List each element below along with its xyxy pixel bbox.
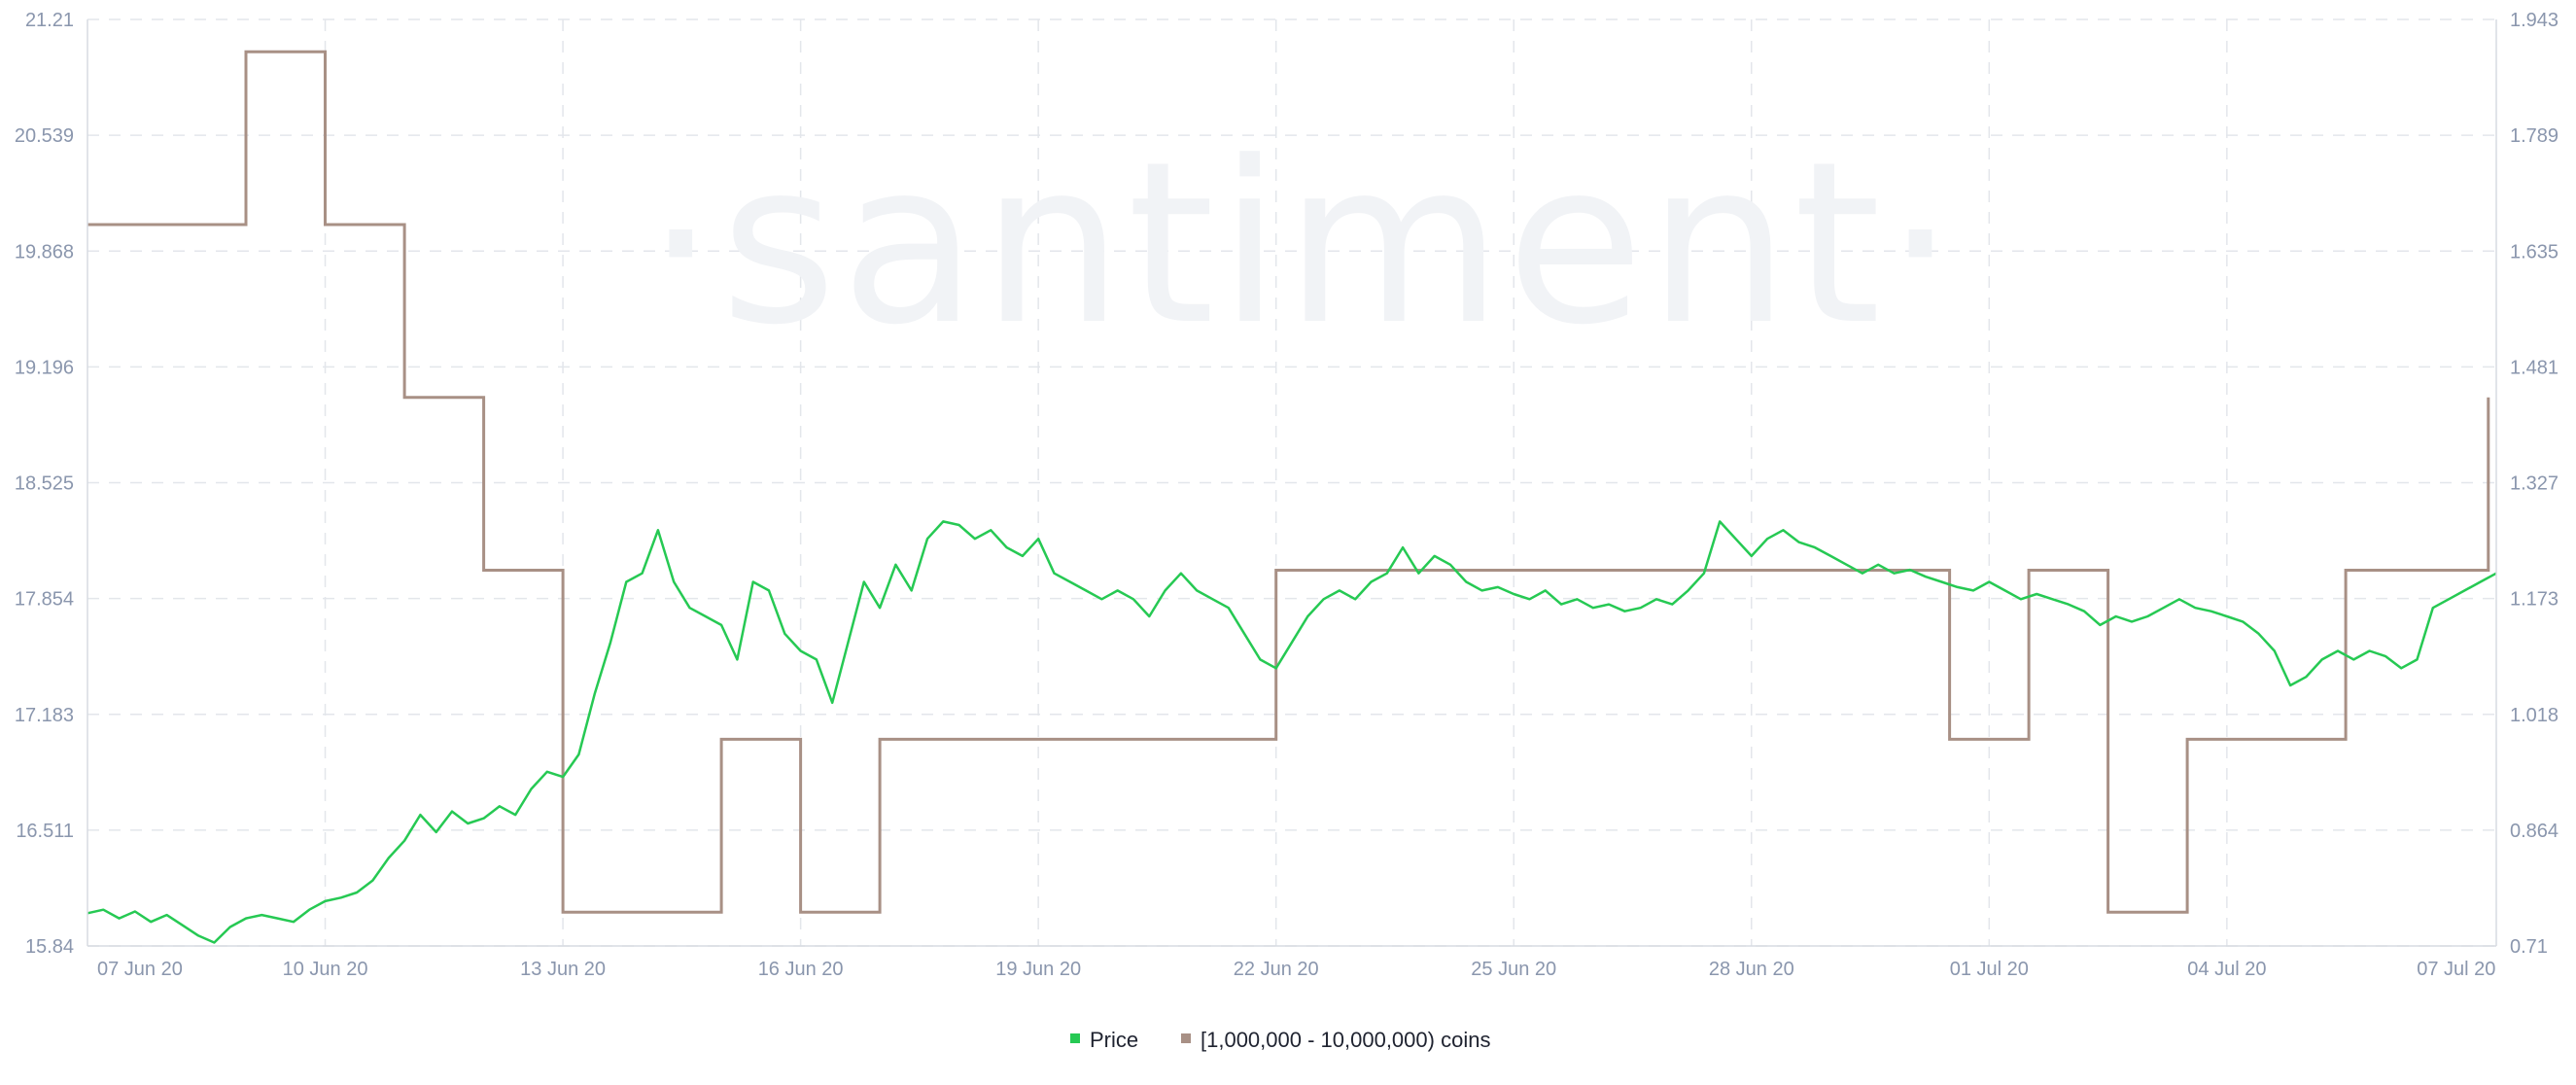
y-right-tick-label: 1.789 <box>2510 125 2559 147</box>
x-tick-label: 25 Jun 20 <box>1471 959 1556 980</box>
y-left-tick-label: 20.539 <box>15 125 74 147</box>
y-left-tick-label: 19.196 <box>15 357 74 378</box>
x-tick-label: 28 Jun 20 <box>1709 959 1794 980</box>
y-left-tick-label: 17.183 <box>15 705 74 726</box>
grid <box>87 18 2496 947</box>
axes: 21.21 20.539 19.868 19.196 18.525 17.854 17.18… <box>15 10 2559 980</box>
x-tick-label: 16 Jun 20 <box>758 959 844 980</box>
y-right-tick-label: 1.173 <box>2510 589 2559 611</box>
legend-swatch-price <box>1070 1033 1080 1043</box>
legend: Price [1,000,000 - 10,000,000) coins <box>1070 1028 1490 1052</box>
x-tick-label: 07 Jun 20 <box>97 959 183 980</box>
x-tick-label: 19 Jun 20 <box>995 959 1081 980</box>
y-left-tick-label: 18.525 <box>15 473 74 495</box>
legend-label-price: Price <box>1090 1028 1138 1052</box>
x-tick-label: 10 Jun 20 <box>283 959 368 980</box>
series-line-price <box>87 520 2497 944</box>
y-left-tick-label: 17.854 <box>15 589 74 611</box>
y-right-tick-label: 1.635 <box>2510 241 2559 262</box>
x-tick-label: 07 Jul 20 <box>2417 959 2495 980</box>
y-left-tick-label: 16.511 <box>16 821 74 842</box>
y-right-tick-label: 1.327 <box>2510 473 2559 495</box>
x-tick-label: 01 Jul 20 <box>1950 959 2029 980</box>
x-tick-label: 22 Jun 20 <box>1234 959 1319 980</box>
y-left-tick-label: 19.868 <box>15 241 74 262</box>
y-left-tick-label: 21.21 <box>25 10 74 31</box>
x-tick-label: 13 Jun 20 <box>520 959 606 980</box>
watermark: ·santiment· <box>645 115 1960 374</box>
y-right-tick-label: 1.943 <box>2510 10 2559 31</box>
series-layer <box>87 50 2497 944</box>
legend-swatch-holders <box>1181 1033 1191 1043</box>
x-tick-label: 04 Jul 20 <box>2187 959 2266 980</box>
y-right-tick-label: 1.018 <box>2510 705 2559 726</box>
y-right-tick-label: 0.71 <box>2510 936 2548 958</box>
y-left-tick-label: 15.84 <box>25 936 74 958</box>
series-line-holders <box>87 50 2490 914</box>
legend-label-holders: [1,000,000 - 10,000,000) coins <box>1201 1028 1490 1052</box>
y-right-tick-label: 1.481 <box>2510 357 2559 378</box>
y-right-tick-label: 0.864 <box>2510 821 2559 842</box>
